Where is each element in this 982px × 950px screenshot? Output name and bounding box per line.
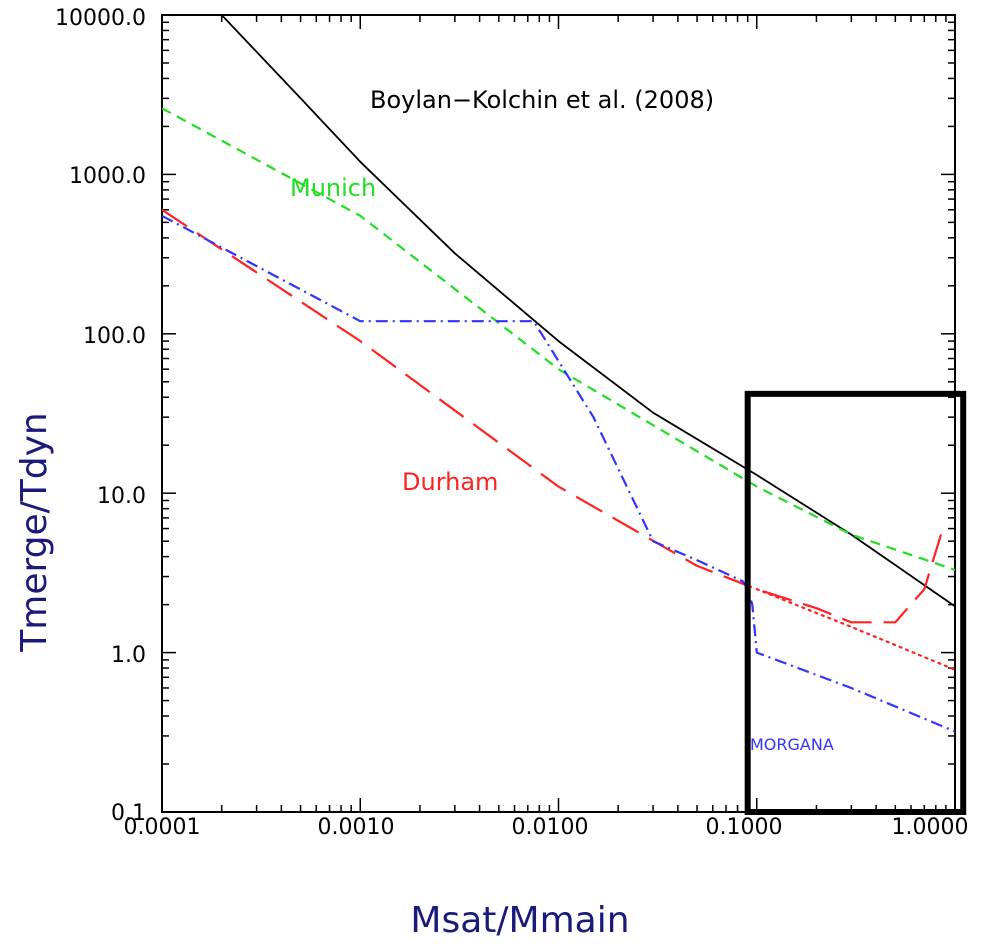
axis-ticks xyxy=(161,14,956,813)
y-tick-label: 10.0 xyxy=(97,484,146,509)
x-tick-label: 1.0000 xyxy=(892,815,969,840)
series-line-dotted xyxy=(755,588,955,671)
series-line-solid xyxy=(221,15,955,608)
y-tick-label: 0.1 xyxy=(111,801,146,826)
series-line-dashdot xyxy=(162,214,955,733)
annotation-morgana: MORGANA xyxy=(750,735,834,754)
highlight-box xyxy=(744,390,967,815)
x-tick-label: 0.1000 xyxy=(706,815,783,840)
annotation-munich: Munich xyxy=(290,174,376,202)
y-tick-label: 1.0 xyxy=(111,643,146,668)
x-axis-title: Msat/Mmain xyxy=(410,900,629,941)
x-tick-label: 0.0100 xyxy=(512,815,589,840)
annotation-boylan-kolchin: Boylan−Kolchin et al. (2008) xyxy=(370,86,714,114)
x-tick-label: 0.0010 xyxy=(318,815,395,840)
x-tick-label: 0.0001 xyxy=(124,815,201,840)
plot-frame xyxy=(161,14,956,813)
series-line-longdash xyxy=(162,208,943,624)
series-layer xyxy=(162,15,955,733)
y-tick-labels: 0.1 1.0 10.0 100.0 1000.0 10000.0 xyxy=(55,6,146,826)
x-tick-labels: 0.0001 0.0010 0.0100 0.1000 1.0000 xyxy=(124,815,969,840)
y-tick-label: 10000.0 xyxy=(55,6,146,31)
plot-area-border xyxy=(161,14,956,813)
y-axis-title: Tmerge/Tdyn xyxy=(14,412,55,652)
series-line-dashed xyxy=(162,107,955,571)
annotation-durham: Durham xyxy=(402,468,498,496)
y-tick-label: 1000.0 xyxy=(69,164,146,189)
highlight-box-layer xyxy=(744,390,967,815)
y-tick-label: 100.0 xyxy=(83,324,146,349)
